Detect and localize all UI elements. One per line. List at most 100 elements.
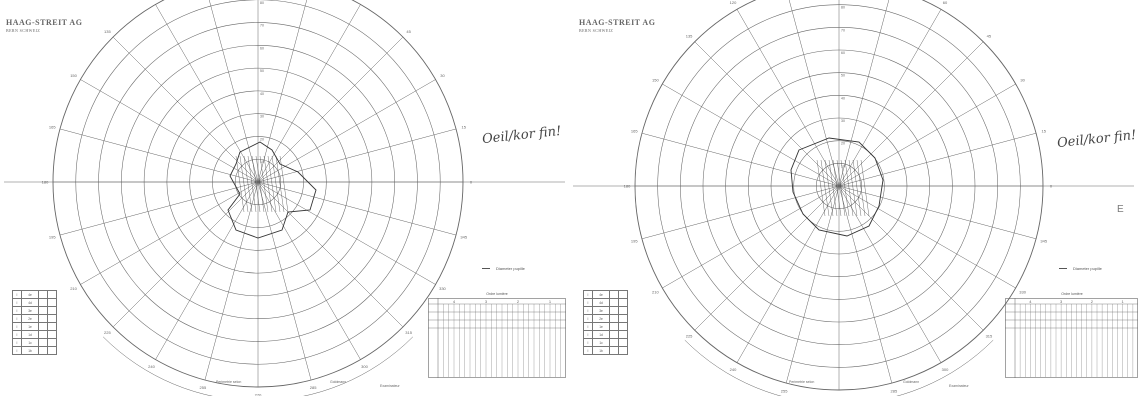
meridian-120 bbox=[155, 4, 259, 183]
ring-label: 50 bbox=[841, 74, 845, 78]
plot-hatch bbox=[247, 155, 257, 213]
meridian-240 bbox=[736, 185, 840, 363]
meridian-135 bbox=[112, 36, 259, 183]
meridian-label: 195 bbox=[631, 238, 638, 243]
meridian-label: 15 bbox=[1042, 129, 1047, 134]
meridian-60 bbox=[838, 9, 942, 187]
meridian-label: 195 bbox=[49, 235, 56, 240]
isopter-cell bbox=[609, 330, 619, 339]
isopter-cell bbox=[609, 322, 619, 331]
isopter-row: I 4d bbox=[12, 298, 57, 307]
isopter-cell bbox=[47, 298, 57, 307]
pupil-legend: Diameter pupille bbox=[1059, 266, 1102, 271]
grid-box-border bbox=[428, 298, 566, 378]
isopter-cell: 1c bbox=[592, 338, 610, 347]
meridian-label: 345 bbox=[460, 235, 467, 240]
isopter-row: I 1e bbox=[583, 322, 628, 331]
meridian-label: 330 bbox=[1019, 290, 1026, 295]
meridian-105 bbox=[208, 0, 259, 183]
isopter-table: I 4e I 4d I 3e I 2e I 1e I 1d I 1c I 1b bbox=[583, 290, 628, 355]
legend-dash bbox=[482, 268, 490, 270]
meridian-195 bbox=[641, 185, 840, 240]
footer-right-text: Goldmann bbox=[903, 380, 920, 384]
pupil-grid-box: 4 3 2 1 bbox=[1005, 298, 1138, 378]
meridian-330 bbox=[257, 181, 436, 285]
plot-hatch bbox=[820, 159, 830, 217]
meridian-285 bbox=[257, 181, 312, 381]
isopter-cell bbox=[38, 338, 48, 347]
meridian-label: 270 bbox=[255, 393, 262, 396]
pupil-legend: Diameter pupille bbox=[482, 266, 525, 271]
meridian-105 bbox=[788, 0, 840, 187]
ring-label: 70 bbox=[841, 28, 845, 32]
meridian-345 bbox=[257, 181, 457, 236]
isopter-cell: I bbox=[12, 314, 22, 323]
isopter-cell: I bbox=[12, 306, 22, 315]
isopter-cell bbox=[618, 306, 628, 315]
meridian-label: 0 bbox=[1050, 184, 1053, 189]
ring-label: 70 bbox=[260, 24, 264, 28]
isopter-cell: 4d bbox=[592, 298, 610, 307]
meridian-label: 285 bbox=[891, 388, 898, 393]
meridian-225 bbox=[694, 185, 840, 331]
meridian-165 bbox=[641, 132, 840, 187]
bottom-arc bbox=[684, 339, 994, 396]
plot-hatch bbox=[239, 155, 249, 213]
isopter-row: I 3e bbox=[12, 306, 57, 315]
polar-grid-right: 1020304050607080900153045607590105120135… bbox=[573, 0, 1134, 396]
isopter-cell bbox=[47, 330, 57, 339]
meridian-label: 255 bbox=[200, 385, 207, 390]
isopter-row: I 4e bbox=[12, 290, 57, 299]
ring-label: 80 bbox=[841, 6, 845, 10]
plot-hatch bbox=[263, 155, 273, 213]
meridian-30 bbox=[838, 83, 1016, 187]
meridian-label: 45 bbox=[406, 29, 411, 34]
logo-title: HAAG-STREIT AG bbox=[6, 18, 83, 27]
perimetry-chart-right: 1020304050607080900153045607590105120135… bbox=[569, 0, 1138, 396]
isopter-cell: I bbox=[12, 322, 22, 331]
pupil-grid-box: 4 3 2 1 bbox=[428, 298, 566, 378]
isopter-cell bbox=[618, 322, 628, 331]
ring-label: 60 bbox=[841, 51, 845, 55]
isopter-cell bbox=[609, 306, 619, 315]
isopter-cell bbox=[47, 322, 57, 331]
meridian-75 bbox=[838, 0, 890, 187]
meridian-60 bbox=[257, 4, 361, 183]
isopter-cell bbox=[618, 338, 628, 347]
plot-hatch bbox=[848, 159, 858, 217]
footer-right-text: Goldmann bbox=[330, 380, 347, 384]
isopter-cell: 1d bbox=[592, 330, 610, 339]
meridian-label: 315 bbox=[405, 330, 412, 335]
meridian-300 bbox=[838, 185, 942, 363]
ring-label: 40 bbox=[260, 92, 264, 96]
isopter-cell: I bbox=[12, 290, 22, 299]
meridian-120 bbox=[736, 9, 840, 187]
isopter-cell bbox=[38, 290, 48, 299]
grid-col-label: 3 bbox=[485, 299, 488, 304]
ring-label: 40 bbox=[841, 96, 845, 100]
meridian-label: 120 bbox=[730, 0, 737, 5]
plot-hatch bbox=[840, 159, 850, 217]
meridian-label: 240 bbox=[148, 364, 155, 369]
plot-hatch bbox=[824, 159, 834, 217]
meridian-75 bbox=[257, 0, 308, 183]
isopter-cell: 4d bbox=[21, 298, 39, 307]
meridian-15 bbox=[257, 128, 457, 183]
isopter-row: I 1c bbox=[12, 338, 57, 347]
ring-label: 30 bbox=[841, 119, 845, 123]
footer-left-text: Perimetrie selon bbox=[216, 380, 242, 384]
meridian-label: 345 bbox=[1040, 238, 1047, 243]
plot-hatch bbox=[828, 159, 838, 217]
isopter-cell bbox=[609, 338, 619, 347]
side-mark: E bbox=[1117, 204, 1124, 215]
plot-hatch bbox=[235, 155, 245, 213]
plot-hatch bbox=[816, 159, 826, 217]
plot-hatch bbox=[832, 159, 842, 217]
isopter-cell: 4e bbox=[21, 290, 39, 299]
plot-hatch bbox=[255, 155, 265, 213]
meridian-label: 225 bbox=[686, 333, 693, 338]
meridian-label: 165 bbox=[631, 129, 638, 134]
isopter-cell bbox=[38, 306, 48, 315]
ring-label: 30 bbox=[260, 115, 264, 119]
isopter-cell: I bbox=[583, 330, 593, 339]
